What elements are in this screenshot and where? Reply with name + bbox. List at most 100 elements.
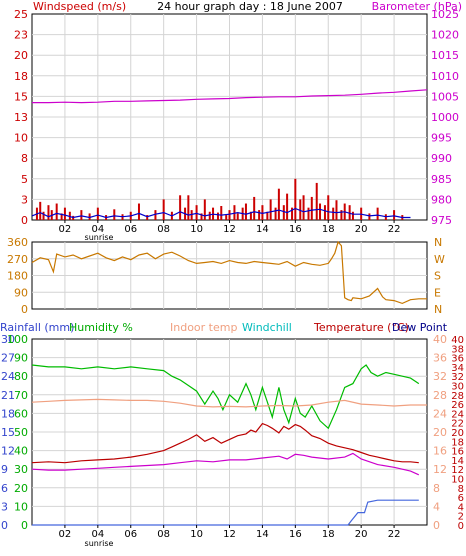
panel3-x-tick-label: 20 [355, 529, 368, 540]
humidity-tick-label: 80 [14, 370, 28, 383]
series-line-4 [32, 499, 419, 526]
barometer-tick-label: 975 [431, 214, 452, 227]
panel3-grid [32, 339, 427, 525]
compass-tick-label: N [434, 236, 442, 249]
direction-tick-label: 180 [7, 270, 28, 283]
rainfall-tick-label: 18 [1, 407, 15, 420]
temp-a-tick-label: 12 [433, 463, 447, 476]
humidity-tick-label: 90 [14, 352, 28, 365]
panel1-x-tick-label: 06 [124, 224, 137, 235]
panel2-grid [32, 242, 427, 309]
temperature-axis-a: 0 4 8 12 16 20 24 28 32 36 40 [433, 333, 447, 532]
temperature-label: Temperature (°C) [313, 321, 409, 334]
series-line-2 [31, 422, 419, 464]
barometer-tick-label: 1010 [431, 70, 459, 83]
temp-a-tick-label: 24 [433, 407, 447, 420]
temp-b-tick-label: 6 [458, 493, 464, 504]
humidity-tick-label: 100 [7, 333, 28, 346]
humidity-axis: 0 10 20 30 40 50 60 70 80 90 100 [7, 333, 28, 532]
panel1-x-tick-label: 18 [322, 224, 335, 235]
temp-b-tick-label: 32 [451, 372, 464, 383]
barometer-tick-label: 1005 [431, 90, 459, 103]
rainfall-tick-label: 9 [1, 463, 8, 476]
humidity-tick-label: 20 [14, 482, 28, 495]
windspeed-label: Windspeed (m/s) [33, 0, 126, 13]
sunrise-label-3: sunrise [85, 539, 114, 548]
windspeed-tick-label: 3 [21, 193, 28, 206]
temp-b-tick-label: 2 [458, 512, 464, 523]
panel3-x-tick-label: 04 [91, 529, 104, 540]
panel1-x-tick-label: 02 [59, 224, 72, 235]
temp-a-tick-label: 20 [433, 426, 447, 439]
humidity-tick-label: 40 [14, 445, 28, 458]
panel3-x-axis: 02 04 06 08 10 12 14 16 18 20 22 [59, 525, 400, 540]
panel1-x-tick-label: 20 [355, 224, 368, 235]
chart-title: 24 hour graph day : 18 June 2007 [157, 0, 343, 13]
temp-a-tick-label: 32 [433, 370, 447, 383]
panel3-x-tick-label: 14 [256, 529, 269, 540]
panel3-x-tick-label: 08 [157, 529, 170, 540]
sunrise-label-1: sunrise [85, 233, 114, 242]
direction-tick-label: 270 [7, 253, 28, 266]
humidity-tick-label: 10 [14, 500, 28, 513]
panel1-grid [32, 14, 427, 220]
rainfall-tick-label: 30 [1, 333, 15, 346]
rainfall-tick-label: 24 [1, 370, 15, 383]
panel1-x-axis: 02 04 06 08 10 12 14 16 18 20 22 [59, 220, 401, 235]
humidity-tick-label: 0 [21, 519, 28, 532]
direction-tick-label: 90 [14, 286, 28, 299]
panel1-x-tick-label: 12 [223, 224, 236, 235]
panel2-series [31, 240, 427, 305]
humidity-tick-label: 30 [14, 463, 28, 476]
temp-a-tick-label: 0 [433, 519, 440, 532]
panel1-x-tick-label: 22 [388, 224, 401, 235]
windchill-label: Windchill [242, 321, 292, 334]
temp-b-tick-label: 0 [458, 521, 464, 532]
windspeed-tick-label: 13 [14, 111, 28, 124]
compass-tick-label: S [434, 270, 441, 283]
panel1-x-tick-label: 04 [91, 224, 104, 235]
temp-b-tick-label: 24 [451, 409, 464, 420]
series-line-0 [31, 364, 420, 430]
temp-a-tick-label: 40 [433, 333, 447, 346]
temp-a-tick-label: 4 [433, 500, 440, 513]
panel3-x-tick-label: 12 [223, 529, 236, 540]
barometer-tick-label: 1000 [431, 111, 459, 124]
temp-b-tick-label: 16 [451, 447, 464, 458]
temp-b-tick-label: 26 [451, 400, 464, 411]
dewpoint-label: Dew Point [392, 321, 448, 334]
panel1-x-tick-label: 10 [190, 224, 203, 235]
humidity-tick-label: 50 [14, 426, 28, 439]
barometer-axis: 975 980 985 990 995 1000 1005 1010 1015 1020 1025 [431, 8, 459, 227]
series-line-3 [31, 452, 420, 476]
temp-b-tick-label: 8 [458, 484, 464, 495]
temp-b-tick-label: 40 [451, 335, 464, 346]
barometer-tick-label: 995 [431, 132, 452, 145]
temp-b-tick-label: 28 [451, 391, 464, 402]
windspeed-tick-label: 10 [14, 132, 28, 145]
panel3-series [31, 364, 427, 526]
windspeed-tick-label: 8 [21, 152, 28, 165]
windspeed-tick-label: 18 [14, 70, 28, 83]
temp-b-tick-label: 10 [451, 475, 464, 486]
rainfall-tick-label: 6 [1, 482, 8, 495]
windspeed-tick-label: 23 [14, 29, 28, 42]
compass-tick-label: N [434, 303, 442, 316]
temp-a-tick-label: 8 [433, 482, 440, 495]
temp-b-tick-label: 4 [458, 502, 464, 513]
panel3-x-tick-label: 02 [59, 529, 72, 540]
series-line-1 [31, 398, 427, 408]
series-line-1 [31, 207, 411, 219]
humidity-label: Humidity % [69, 321, 133, 334]
panel1-x-tick-label: 16 [289, 224, 302, 235]
rainfall-tick-label: 15 [1, 426, 15, 439]
panel-wind-barometer: 0 3 5 8 10 13 15 18 20 23 25 975 980 985 990 995 1000 10… [14, 0, 462, 242]
panel3-x-tick-label: 18 [322, 529, 335, 540]
rainfall-tick-label: 12 [1, 445, 15, 458]
windspeed-tick-label: 25 [14, 8, 28, 21]
